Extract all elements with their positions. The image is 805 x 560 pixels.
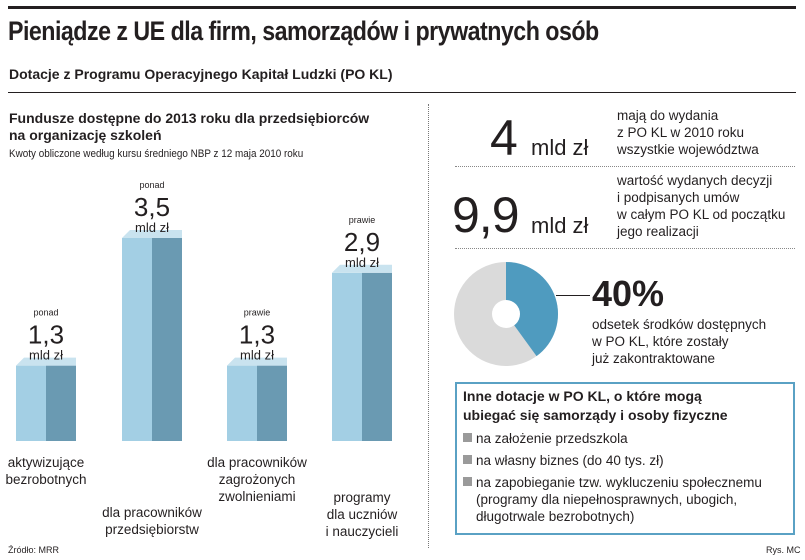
pie-line: w PO KL, które zostały	[592, 334, 729, 349]
bar-front	[16, 365, 46, 441]
header-divider	[8, 92, 796, 93]
bar-top	[227, 357, 287, 366]
stat-number: 4	[490, 110, 518, 166]
bar-front	[227, 365, 257, 441]
other-grants-box	[455, 382, 795, 535]
category-label: zwolnieniami	[218, 489, 295, 504]
stat-description: wartość wydanych decyzji i podpisanych u…	[617, 172, 785, 240]
bar-top	[332, 264, 392, 273]
bar-value-label: 2,9	[344, 227, 380, 257]
pie-line: już zakontraktowane	[592, 351, 716, 366]
bar-unit-label: mld zł	[135, 220, 169, 235]
pie-line: odsetek środków dostępnych	[592, 317, 767, 332]
stat-line: wszystkie województwa	[617, 142, 759, 157]
bar-value-label: 1,3	[28, 320, 64, 350]
box-item: na zapobieganie tzw. wykluczeniu społecz…	[463, 474, 762, 525]
bar-value-label: 3,5	[134, 192, 170, 222]
pie-slice-contracted	[506, 262, 558, 357]
pie-percent: 40%	[592, 273, 665, 314]
bar-unit-label: mld zł	[240, 348, 274, 363]
author-note: Rys. MC	[766, 545, 801, 555]
pie-chart	[454, 262, 558, 366]
other-grants-title: Inne dotacje w PO KL, o które mogą ubieg…	[463, 387, 728, 425]
pie-leader-line	[556, 295, 590, 296]
stat-line: mają do wydania	[617, 108, 719, 123]
category-label: zagrożonych	[219, 472, 296, 487]
category-label: aktywizujące	[8, 455, 85, 470]
chart-subtitle: Kwoty obliczone według kursu średniego N…	[9, 148, 304, 160]
bar-front	[332, 272, 362, 441]
bar-unit-label: mld zł	[345, 255, 379, 270]
bar-value-label: 1,3	[239, 320, 275, 350]
chart-title: Fundusze dostępne do 2013 roku dla przed…	[9, 110, 369, 144]
bar-qualifier-label: prawie	[349, 215, 376, 225]
stat-description: mają do wydania z PO KL w 2010 roku wszy…	[617, 107, 759, 158]
page-subtitle: Dotacje z Programu Operacyjnego Kapitał …	[9, 66, 393, 82]
stat-unit: mld zł	[531, 213, 589, 238]
category-label: i nauczycieli	[326, 524, 399, 539]
bar-side	[257, 365, 287, 441]
box-title-line: Inne dotacje w PO KL, o które mogą	[463, 388, 702, 404]
stat-divider	[455, 166, 795, 167]
category-label: programy	[333, 490, 390, 505]
pie-hole	[492, 300, 520, 328]
bullet-square-icon	[463, 477, 472, 486]
stat-number: 9,9	[452, 187, 520, 243]
stat-line: wartość wydanych decyzji	[617, 173, 773, 188]
bar-side	[152, 238, 182, 441]
bullet-square-icon	[463, 433, 472, 442]
stat-divider	[455, 248, 795, 249]
stat-line: jego realizacji	[617, 224, 699, 239]
pie-description: odsetek środków dostępnych w PO KL, któr…	[592, 316, 766, 367]
box-item: na własny biznes (do 40 tys. zł)	[463, 452, 664, 469]
stat-line: i podpisanych umów	[617, 190, 740, 205]
stat-line: z PO KL w 2010 roku	[617, 125, 745, 140]
page-title: Pieniądze z UE dla firm, samorządów i pr…	[8, 16, 599, 46]
stat-line: w całym PO KL od początku	[617, 207, 786, 222]
bar-front	[122, 238, 152, 441]
bar-side	[362, 272, 392, 441]
stat-unit: mld zł	[531, 135, 589, 160]
bar-top	[16, 357, 76, 366]
bar-qualifier-label: ponad	[139, 180, 164, 190]
category-label: dla uczniów	[327, 507, 398, 522]
bar-qualifier-label: prawie	[244, 308, 271, 318]
chart-title-line: Fundusze dostępne do 2013 roku dla przed…	[9, 110, 370, 126]
top-rule	[8, 6, 796, 9]
category-label: przedsiębiorstw	[105, 522, 199, 537]
column-divider	[428, 104, 429, 548]
bar-side	[46, 365, 76, 441]
category-label: bezrobotnych	[5, 472, 86, 487]
bullet-square-icon	[463, 455, 472, 464]
category-label: dla pracowników	[102, 505, 202, 520]
category-label: dla pracowników	[207, 455, 307, 470]
source-note: Źródło: MRR	[8, 545, 60, 555]
box-title-line: ubiegać się samorządy i osoby fizyczne	[463, 407, 728, 423]
chart-title-line: na organizację szkoleń	[9, 127, 162, 143]
bar-top	[122, 230, 182, 238]
box-item: na założenie przedszkola	[463, 430, 628, 447]
bar-unit-label: mld zł	[29, 348, 63, 363]
bar-qualifier-label: ponad	[33, 308, 58, 318]
